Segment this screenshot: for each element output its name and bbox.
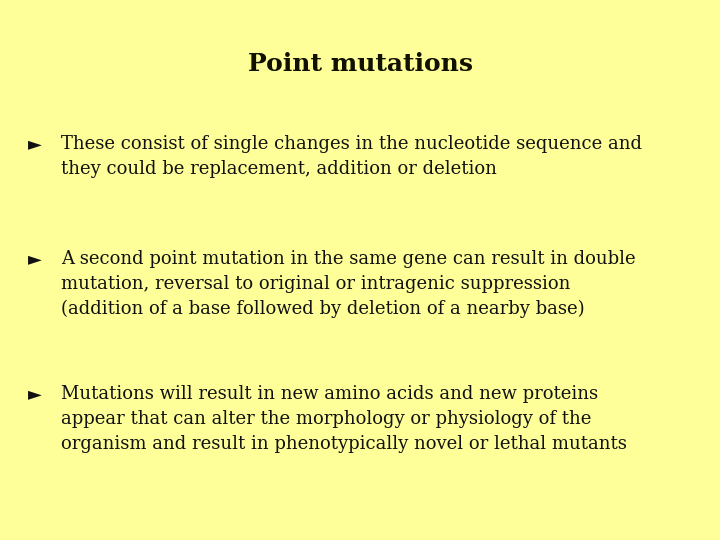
- Text: Mutations will result in new amino acids and new proteins
appear that can alter : Mutations will result in new amino acids…: [61, 385, 627, 453]
- Text: ►: ►: [27, 250, 42, 268]
- Text: Point mutations: Point mutations: [248, 52, 472, 76]
- Text: A second point mutation in the same gene can result in double
mutation, reversal: A second point mutation in the same gene…: [61, 250, 636, 319]
- Text: These consist of single changes in the nucleotide sequence and
they could be rep: These consist of single changes in the n…: [61, 135, 642, 178]
- Text: ►: ►: [27, 385, 42, 403]
- Text: ►: ►: [27, 135, 42, 153]
